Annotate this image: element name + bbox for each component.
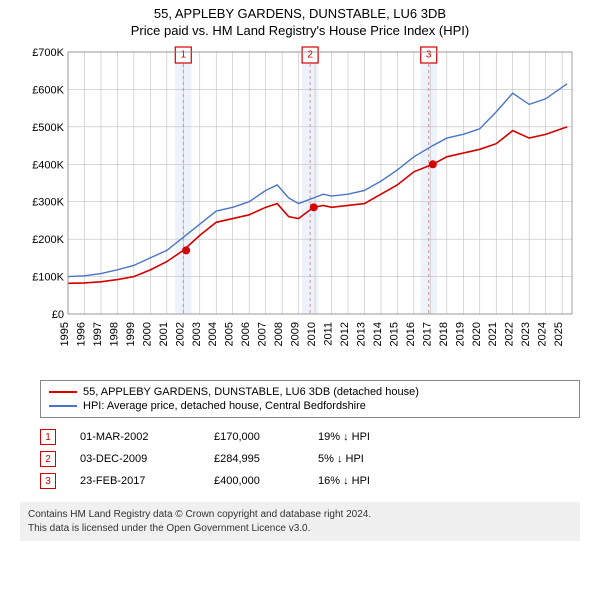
chart-svg: £0 £100K £200K £300K £400K £500K £600K £700K 199…: [20, 44, 580, 374]
svg-text:2010: 2010: [306, 322, 318, 346]
svg-text:3: 3: [426, 50, 432, 61]
sale-marker: 3: [40, 473, 56, 489]
sale-delta: 16% ↓ HPI: [318, 475, 398, 487]
svg-text:2006: 2006: [240, 322, 252, 346]
sale-delta: 5% ↓ HPI: [318, 453, 398, 465]
sale-date: 03-DEC-2009: [80, 453, 190, 465]
svg-text:2002: 2002: [174, 322, 186, 346]
legend-row: HPI: Average price, detached house, Cent…: [49, 399, 571, 413]
svg-text:2007: 2007: [257, 322, 269, 346]
svg-text:1997: 1997: [92, 322, 104, 346]
sale-delta: 19% ↓ HPI: [318, 431, 398, 443]
sale-date: 01-MAR-2002: [80, 431, 190, 443]
svg-text:£600K: £600K: [32, 84, 64, 96]
svg-text:2020: 2020: [471, 322, 483, 346]
sale-row: 1 01-MAR-2002 £170,000 19% ↓ HPI: [40, 426, 580, 448]
svg-text:£700K: £700K: [32, 47, 64, 59]
legend-label: 55, APPLEBY GARDENS, DUNSTABLE, LU6 3DB …: [83, 386, 419, 398]
svg-text:1998: 1998: [108, 322, 120, 346]
svg-text:2015: 2015: [388, 322, 400, 346]
svg-text:2016: 2016: [405, 322, 417, 346]
svg-text:2013: 2013: [355, 322, 367, 346]
svg-text:1995: 1995: [59, 322, 71, 346]
sale-date: 23-FEB-2017: [80, 475, 190, 487]
legend: 55, APPLEBY GARDENS, DUNSTABLE, LU6 3DB …: [40, 380, 580, 418]
title-block: 55, APPLEBY GARDENS, DUNSTABLE, LU6 3DB …: [0, 0, 600, 40]
sale-marker: 2: [40, 451, 56, 467]
svg-text:2021: 2021: [487, 322, 499, 346]
svg-text:2005: 2005: [224, 322, 236, 346]
svg-text:2019: 2019: [454, 322, 466, 346]
svg-text:2011: 2011: [323, 322, 335, 346]
svg-text:2025: 2025: [553, 322, 565, 346]
title-main: 55, APPLEBY GARDENS, DUNSTABLE, LU6 3DB: [0, 6, 600, 21]
sale-row: 3 23-FEB-2017 £400,000 16% ↓ HPI: [40, 470, 580, 492]
svg-text:2018: 2018: [438, 322, 450, 346]
legend-row: 55, APPLEBY GARDENS, DUNSTABLE, LU6 3DB …: [49, 385, 571, 399]
svg-text:£100K: £100K: [32, 272, 64, 284]
chart-container: 55, APPLEBY GARDENS, DUNSTABLE, LU6 3DB …: [0, 0, 600, 541]
legend-label: HPI: Average price, detached house, Cent…: [83, 400, 366, 412]
svg-text:2014: 2014: [372, 322, 384, 346]
legend-swatch: [49, 405, 77, 407]
footer-line1: Contains HM Land Registry data © Crown c…: [28, 508, 572, 522]
sale-marker: 1: [40, 429, 56, 445]
footer: Contains HM Land Registry data © Crown c…: [20, 502, 580, 541]
svg-text:2003: 2003: [191, 322, 203, 346]
svg-text:£200K: £200K: [32, 234, 64, 246]
svg-text:1: 1: [181, 50, 187, 61]
svg-text:£0: £0: [52, 309, 64, 321]
svg-text:£300K: £300K: [32, 197, 64, 209]
sale-price: £400,000: [214, 475, 294, 487]
svg-text:2022: 2022: [504, 322, 516, 346]
svg-text:2008: 2008: [273, 322, 285, 346]
svg-text:2024: 2024: [537, 322, 549, 346]
sale-row: 2 03-DEC-2009 £284,995 5% ↓ HPI: [40, 448, 580, 470]
svg-text:1999: 1999: [125, 322, 137, 346]
svg-text:2023: 2023: [520, 322, 532, 346]
svg-text:2000: 2000: [141, 322, 153, 346]
sale-price: £170,000: [214, 431, 294, 443]
svg-text:2012: 2012: [339, 322, 351, 346]
legend-swatch: [49, 391, 77, 393]
svg-text:1996: 1996: [75, 322, 87, 346]
sale-price: £284,995: [214, 453, 294, 465]
svg-text:2001: 2001: [158, 322, 170, 346]
title-sub: Price paid vs. HM Land Registry's House …: [0, 23, 600, 38]
svg-text:2: 2: [307, 50, 313, 61]
chart: £0 £100K £200K £300K £400K £500K £600K £700K 199…: [20, 44, 580, 374]
sales-table: 1 01-MAR-2002 £170,000 19% ↓ HPI 2 03-DEC-200…: [40, 426, 580, 492]
svg-text:2004: 2004: [207, 322, 219, 346]
svg-text:£500K: £500K: [32, 122, 64, 134]
svg-text:£400K: £400K: [32, 159, 64, 171]
svg-text:2017: 2017: [421, 322, 433, 346]
footer-line2: This data is licensed under the Open Gov…: [28, 522, 572, 536]
svg-text:2009: 2009: [290, 322, 302, 346]
